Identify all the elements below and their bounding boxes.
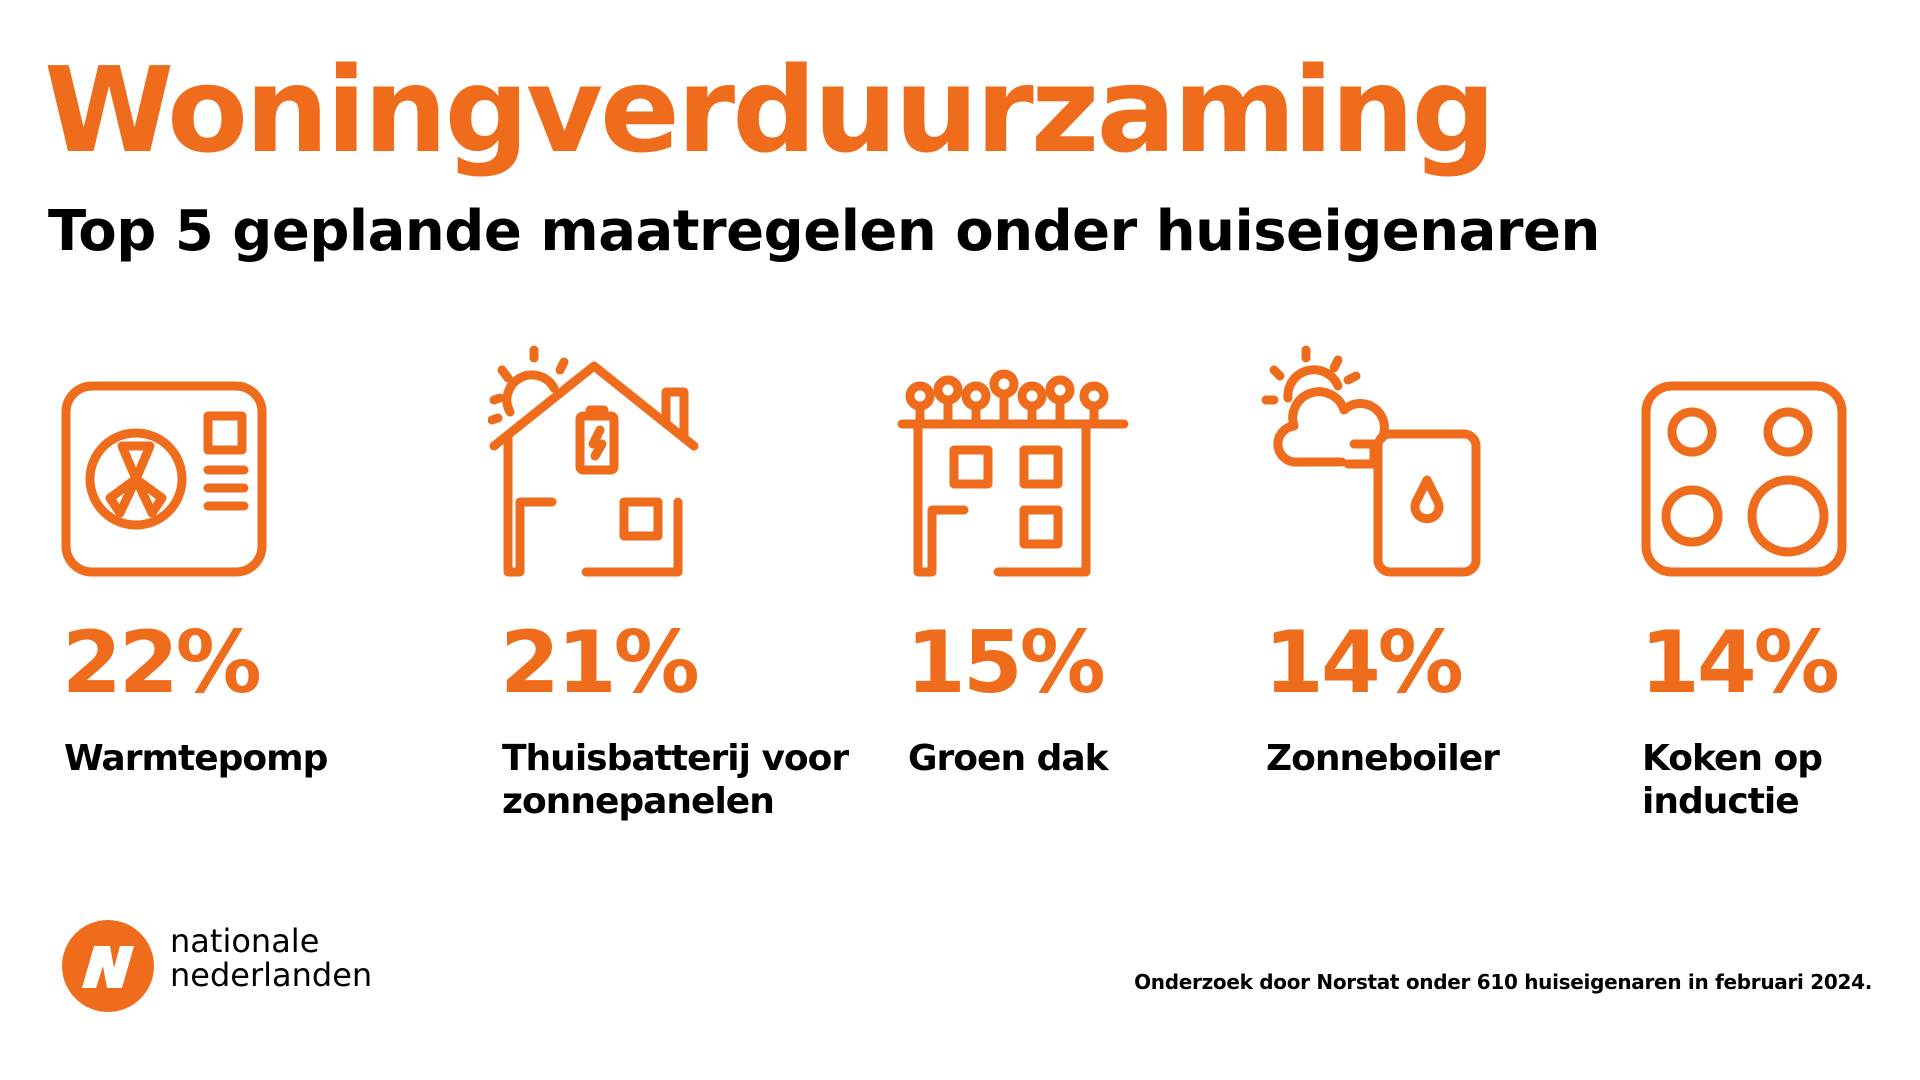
house-battery-sun-icon (488, 345, 699, 577)
percentage-value: 14% (1264, 613, 1464, 713)
percentage-value: 14% (1640, 613, 1840, 713)
solar-boiler-icon (1261, 345, 1481, 577)
measure-label: Koken op inductie (1642, 738, 1823, 822)
percentage-value: 21% (500, 613, 700, 713)
brand-name: nationale nederlanden (170, 924, 372, 992)
percentage-value: 22% (62, 613, 262, 713)
measure-label: Thuisbatterij voor zonnepanelen (502, 738, 849, 822)
brand-name-line1: nationale (170, 922, 320, 960)
green-roof-icon (897, 369, 1129, 577)
page-subtitle: Top 5 geplande maatregelen onder huiseig… (48, 199, 1600, 264)
nn-logo-icon (62, 920, 154, 1012)
source-footnote: Onderzoek door Norstat onder 610 huiseig… (1134, 970, 1872, 994)
measure-label: Zonneboiler (1266, 738, 1500, 779)
induction-cooktop-icon (1641, 381, 1847, 577)
measure-label: Groen dak (908, 738, 1109, 779)
percentage-value: 15% (906, 613, 1106, 713)
measure-label: Warmtepomp (64, 738, 328, 779)
page-title: Woningverduurzaming (44, 41, 1496, 179)
heat-pump-icon (61, 381, 267, 577)
brand-name-line2: nederlanden (170, 956, 373, 994)
